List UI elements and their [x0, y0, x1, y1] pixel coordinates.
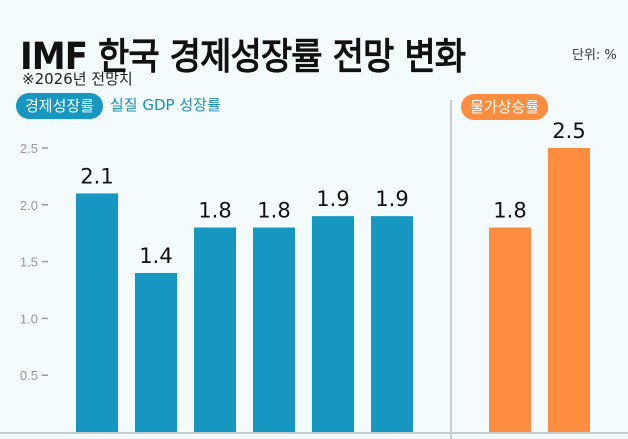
bar-value-label: 2.5 — [552, 119, 585, 143]
bar — [548, 148, 590, 432]
bar-value-label: 1.9 — [316, 187, 349, 211]
bar-value-label: 1.9 — [375, 187, 408, 211]
y-tick-label: 1.5 — [20, 255, 38, 270]
chart-subtitle: ※2026년 전망치 — [22, 70, 133, 88]
y-tick-label: 0.5 — [20, 368, 38, 383]
y-tick-label: 2.5 — [20, 141, 38, 156]
bar — [135, 272, 177, 432]
bar-value-label: 1.8 — [257, 199, 290, 223]
bar — [371, 216, 413, 432]
growth-legend-pill: 경제성장률 — [16, 93, 104, 119]
chart-title: IMF 한국 경제성장률 전망 변화 — [20, 35, 466, 78]
bar — [76, 193, 118, 432]
bar-value-label: 1.4 — [139, 244, 172, 268]
inflation-legend-pill: 물가상승률 — [461, 94, 549, 120]
bar-value-label: 1.8 — [198, 199, 231, 223]
bar-value-label: 1.8 — [493, 199, 526, 223]
y-tick-label: 1.0 — [20, 311, 38, 326]
bar — [489, 227, 531, 432]
y-tick-label: 2.0 — [20, 198, 38, 213]
growth-legend-description: 실질 GDP 성장률 — [110, 96, 221, 114]
bar — [194, 227, 236, 432]
unit-label: 단위: % — [572, 48, 617, 63]
bar-value-label: 2.1 — [80, 164, 113, 188]
bar — [253, 227, 295, 432]
bar — [312, 216, 354, 432]
